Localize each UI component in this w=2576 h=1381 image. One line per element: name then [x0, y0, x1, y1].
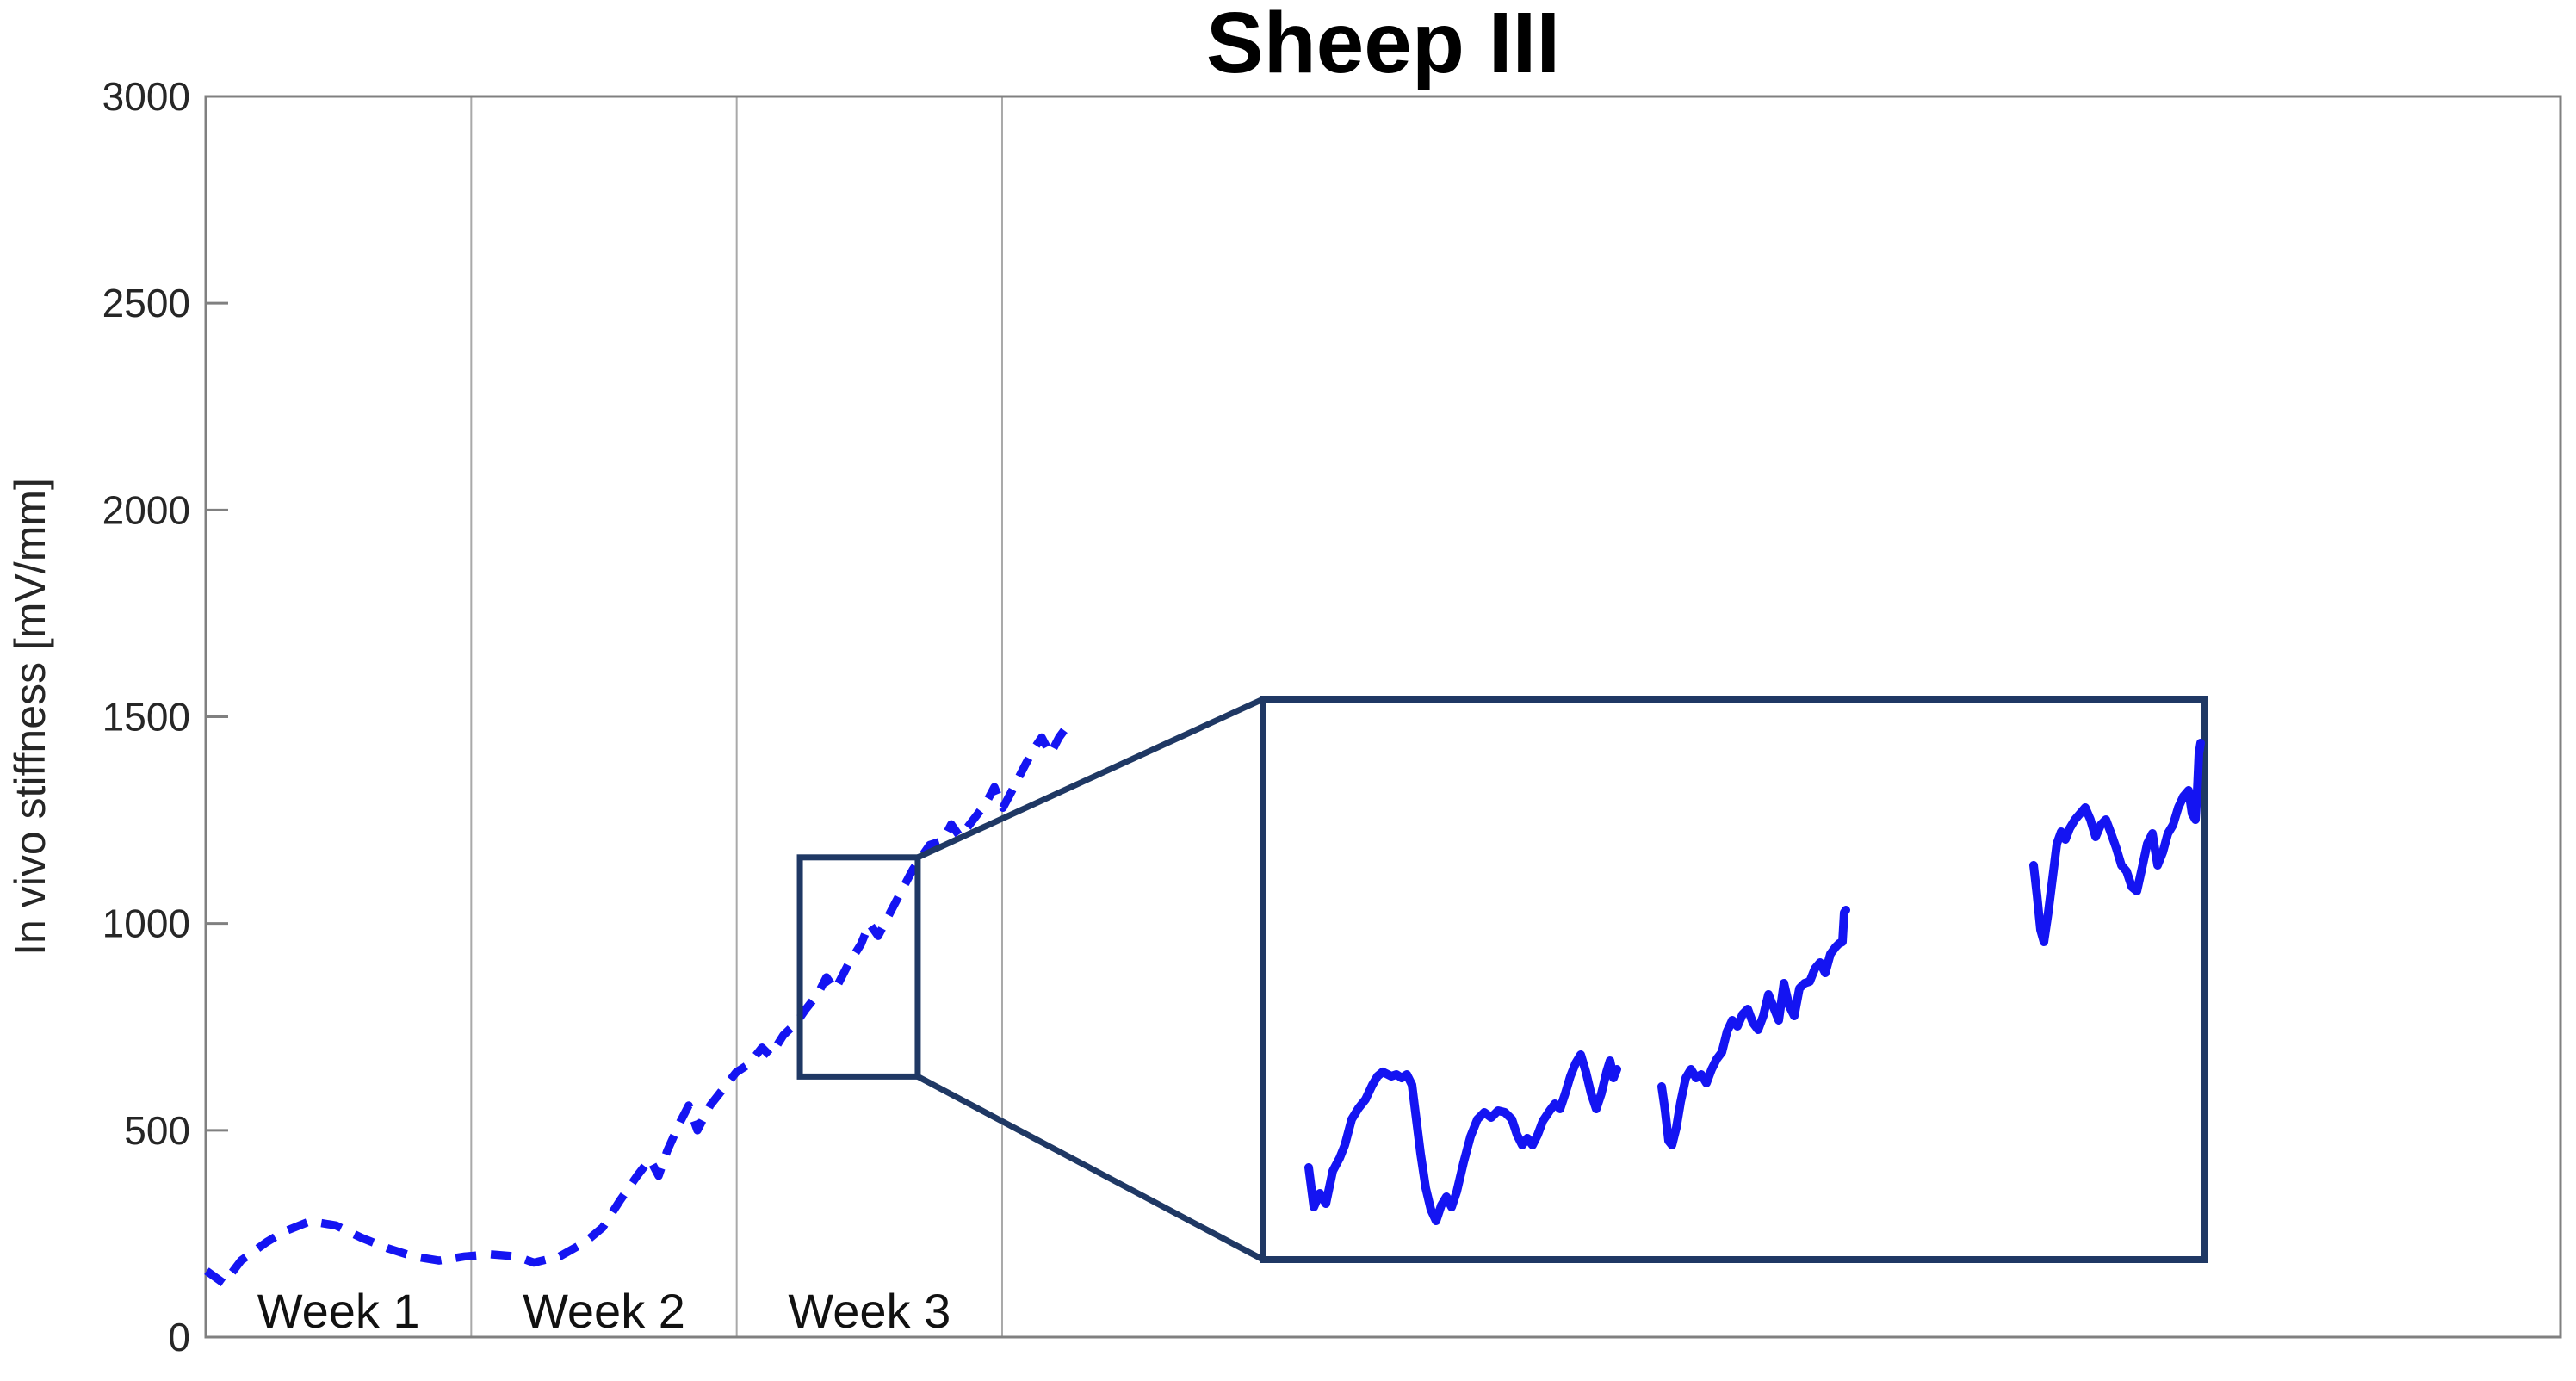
y-tick-label: 2500: [102, 281, 190, 325]
zoom-connector-top: [916, 696, 1265, 860]
week-label: Week 2: [523, 1284, 685, 1338]
y-axis-label: In vivo stiffness [mV/mm]: [6, 478, 54, 956]
zoom-inset-segment: [1657, 906, 1850, 1149]
y-tick-label: 1000: [102, 901, 190, 946]
zoom-inset-box: [1260, 696, 2208, 1263]
zoom-inset-segment: [1304, 1050, 1621, 1225]
zoom-source-box: [796, 854, 921, 1080]
chart-title: Sheep III: [1206, 0, 1560, 91]
week-label: Week 3: [788, 1284, 951, 1338]
y-tick-label: 500: [124, 1108, 190, 1153]
stiffness-curve: [204, 727, 1068, 1288]
zoom-connector-bottom: [916, 1074, 1265, 1263]
zoom-inset-segment: [2029, 739, 2205, 946]
week-label: Week 1: [257, 1284, 420, 1338]
y-tick-label: 1500: [102, 695, 190, 740]
y-tick-label: 2000: [102, 487, 190, 532]
y-tick-label: 3000: [102, 74, 190, 119]
y-tick-label: 0: [168, 1315, 190, 1359]
